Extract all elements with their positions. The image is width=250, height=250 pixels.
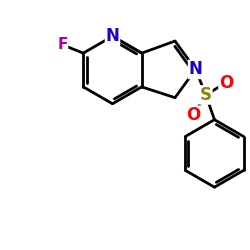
Text: N: N	[189, 60, 202, 78]
Text: S: S	[200, 86, 212, 104]
Text: N: N	[106, 27, 120, 45]
Text: O: O	[219, 74, 233, 92]
Text: F: F	[57, 37, 68, 52]
Text: O: O	[186, 106, 201, 124]
